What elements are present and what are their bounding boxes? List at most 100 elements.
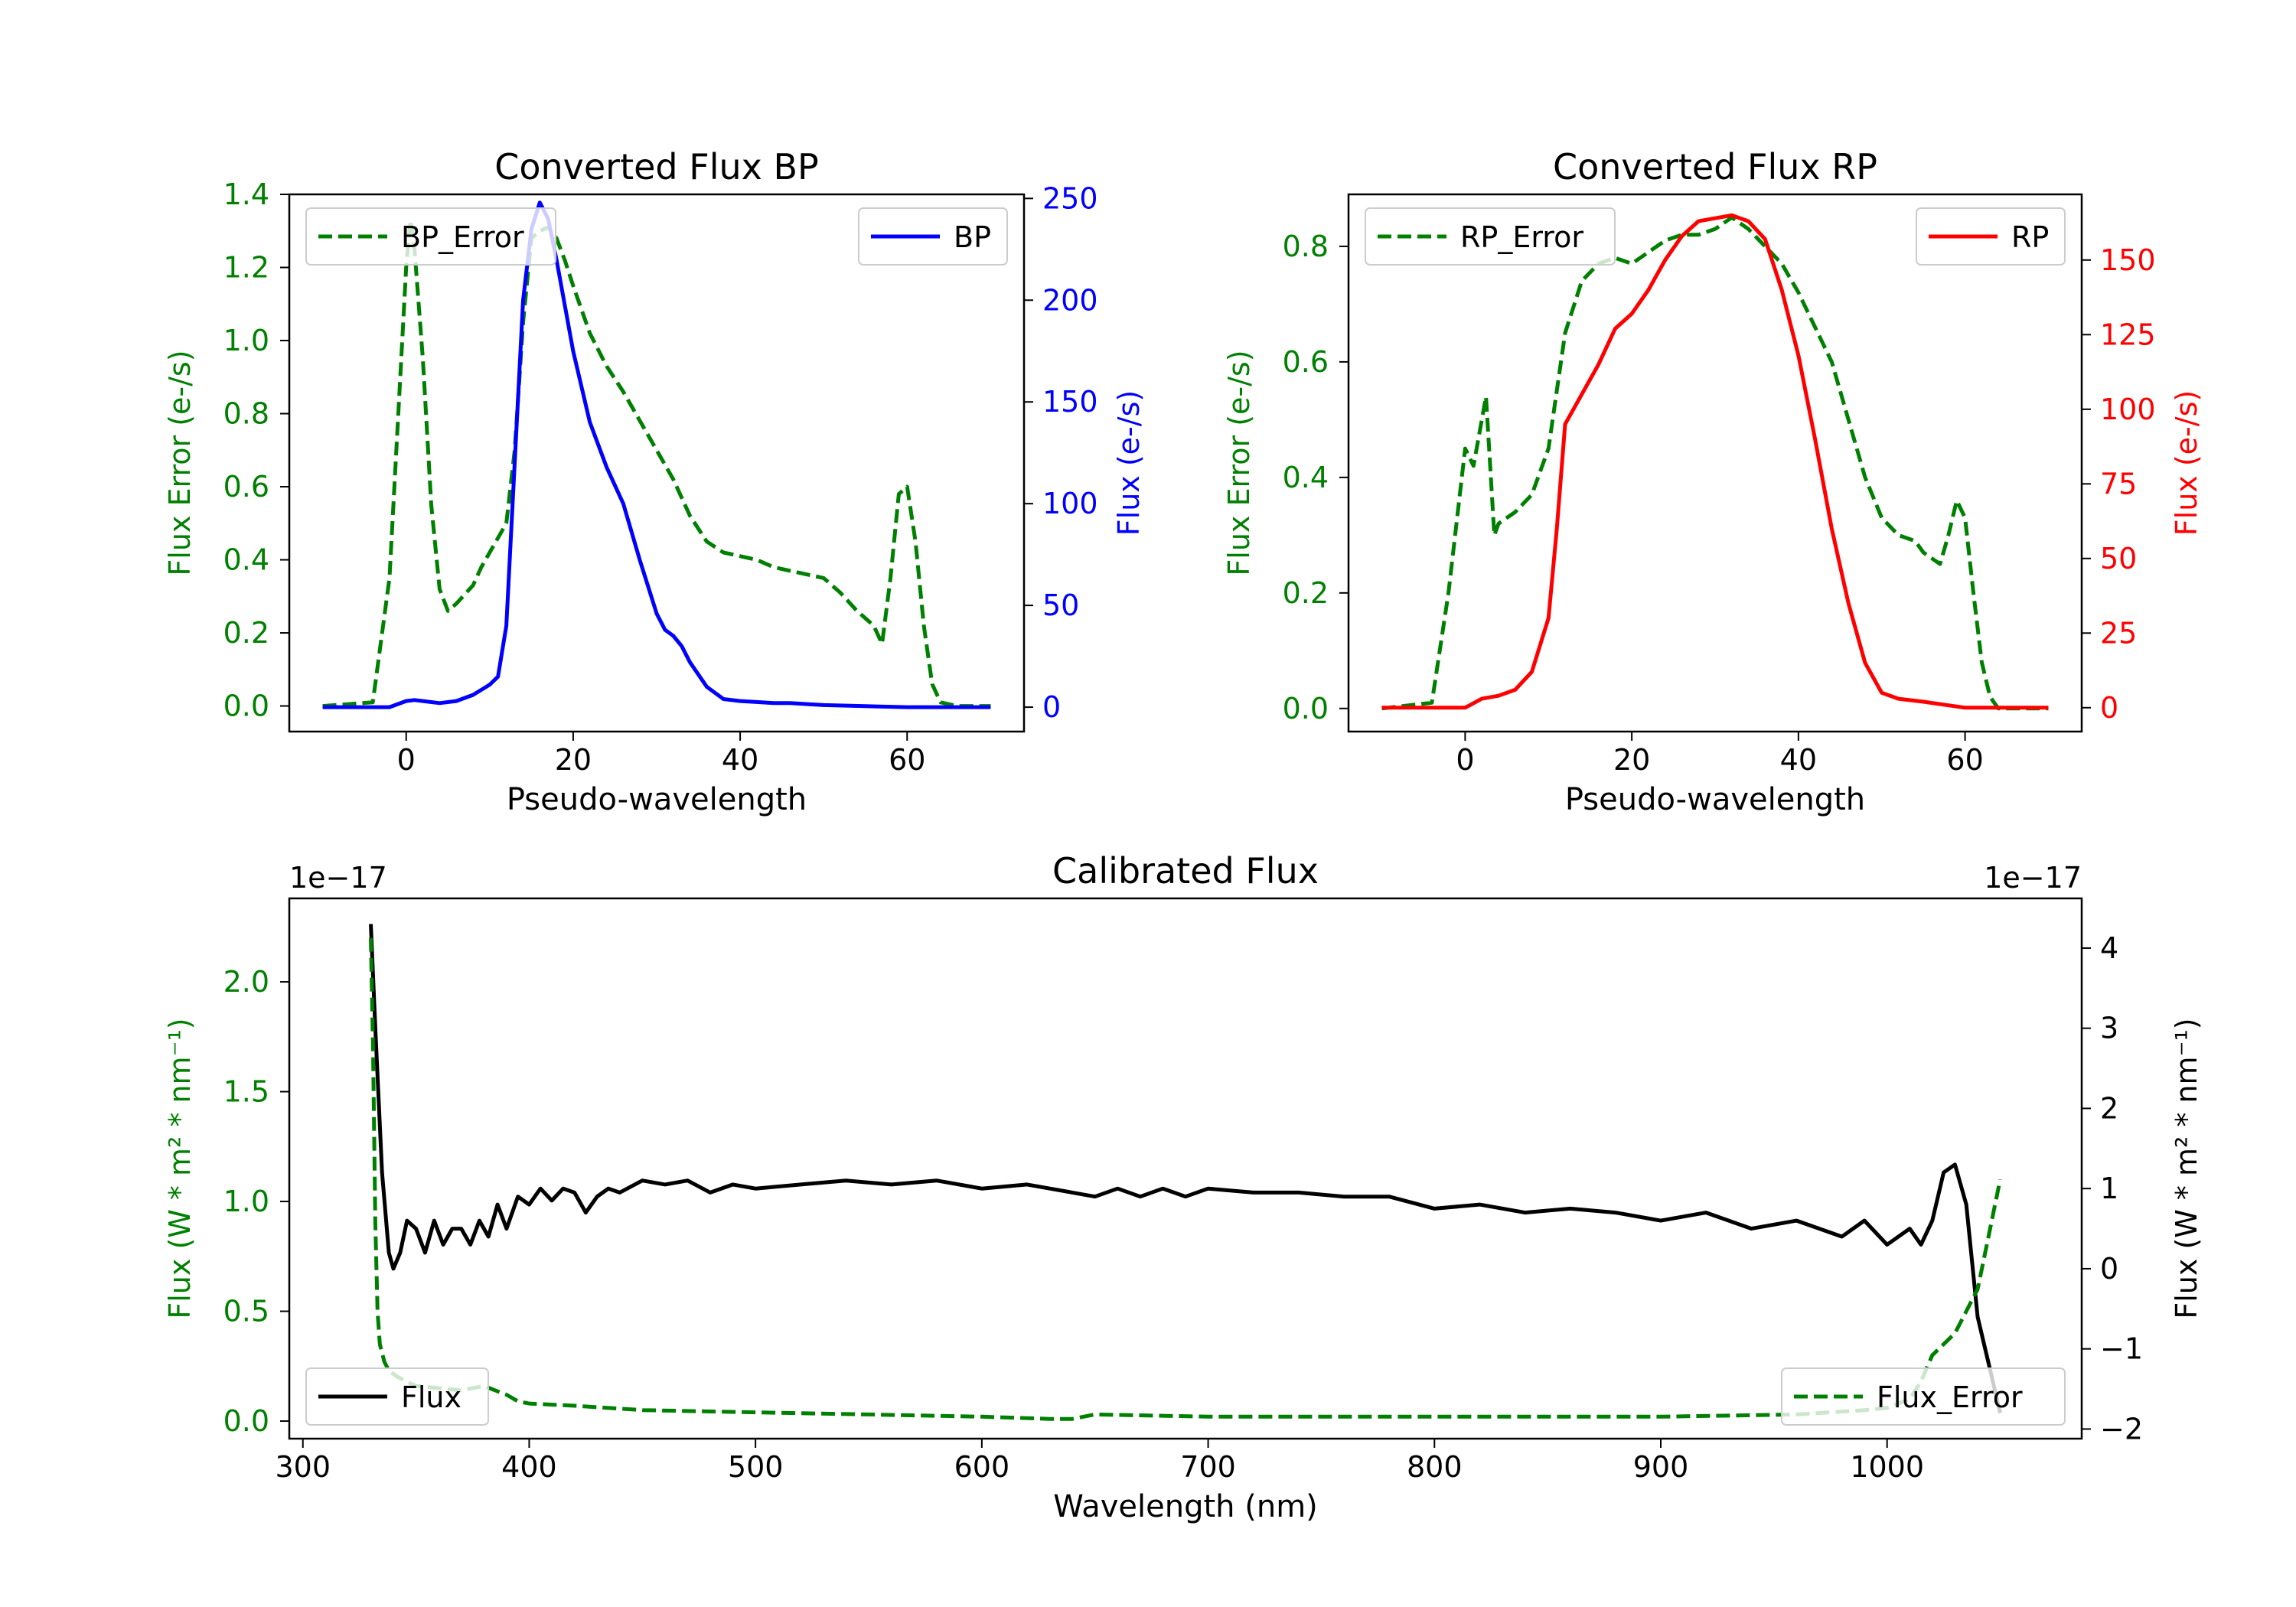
- right-tick-label: 100: [2100, 393, 2156, 426]
- plot-frame: [1347, 193, 2083, 733]
- x-tick-label: 0: [1456, 743, 1474, 777]
- x-tick-label: 40: [722, 743, 758, 777]
- series-group: [369, 924, 2002, 1421]
- right-tick-label: 4: [2100, 931, 2118, 965]
- legend-label: BP: [954, 220, 991, 254]
- right-tick-label: −2: [2100, 1412, 2143, 1446]
- right-tick-label: 150: [2100, 243, 2156, 277]
- left-tick-label: 0.6: [1283, 345, 1329, 379]
- legend-bp-error: BP_Error: [305, 207, 556, 266]
- x-tick-label: 500: [728, 1450, 784, 1484]
- legend-rp: RP: [1916, 207, 2066, 266]
- left-tick-label: 0.4: [1283, 461, 1329, 494]
- legend-box: [305, 207, 556, 266]
- legend-box: [305, 1367, 489, 1426]
- left-tick-label: 1.0: [223, 1185, 269, 1218]
- legend-label: BP_Error: [401, 220, 524, 254]
- panel-bp: 0 20 40 60 Pseudo-wavelength Converted Flux B…: [163, 146, 1146, 817]
- legend-label: RP_Error: [1460, 220, 1583, 254]
- right-tick-label: 2: [2100, 1091, 2118, 1125]
- right-tick-label: 3: [2100, 1012, 2118, 1045]
- left-offset-text: 1e−17: [289, 861, 387, 895]
- chart-title: Converted Flux RP: [1553, 146, 1877, 187]
- right-offset-text: 1e−17: [1984, 861, 2082, 895]
- right-axis-label: Flux (W * m² * nm⁻¹): [2170, 1018, 2203, 1319]
- series-group: [1381, 213, 2049, 711]
- right-tick-label: 250: [1042, 181, 1098, 215]
- right-tick-label: 200: [1042, 283, 1098, 317]
- left-tick-label: 0.5: [223, 1295, 269, 1328]
- series-line-bp: [322, 200, 991, 709]
- left-tick-label: 0.0: [223, 689, 269, 723]
- left-tick-label: 0.0: [223, 1404, 269, 1438]
- series-line-rp-error: [1381, 215, 2049, 711]
- left-tick-label: 0.4: [223, 543, 269, 577]
- chart-title: Calibrated Flux: [1052, 850, 1319, 892]
- x-axis-label: Wavelength (nm): [1053, 1489, 1318, 1524]
- x-tick-label: 800: [1407, 1450, 1463, 1484]
- legend-flux-error: Flux_Error: [1781, 1367, 2066, 1426]
- plot-frame: [288, 193, 1026, 733]
- left-tick-label: 1.4: [223, 178, 269, 211]
- right-axis-label: Flux (e-/s): [2170, 390, 2203, 536]
- legend-bp: BP: [858, 207, 1008, 266]
- x-tick-label: 40: [1780, 743, 1817, 777]
- left-tick-label: 0.2: [1283, 576, 1329, 610]
- right-tick-label: 125: [2100, 318, 2156, 351]
- right-tick-label: 0: [1042, 690, 1061, 724]
- x-tick-label: 400: [501, 1450, 557, 1484]
- x-axis-label: Pseudo-wavelength: [1565, 782, 1865, 817]
- right-tick-label: −1: [2100, 1332, 2143, 1366]
- x-tick-label: 60: [889, 743, 925, 777]
- x-axis-label: Pseudo-wavelength: [507, 782, 807, 817]
- left-tick-label: 1.5: [223, 1075, 269, 1109]
- series-line-flux: [369, 924, 2002, 1414]
- series-line-rp: [1381, 213, 2049, 710]
- right-tick-label: 1: [2100, 1172, 2118, 1205]
- right-tick-label: 0: [2100, 1252, 2118, 1286]
- right-axis-label: Flux (e-/s): [1112, 390, 1146, 536]
- x-tick-label: 1000: [1850, 1450, 1924, 1484]
- left-tick-label: 0.0: [1283, 692, 1329, 725]
- right-tick-label: 50: [1042, 588, 1079, 622]
- left-axis-label: Flux (W * m² * nm⁻¹): [163, 1018, 197, 1319]
- x-tick-label: 300: [275, 1450, 331, 1484]
- right-tick-label: 25: [2100, 616, 2137, 650]
- left-axis-label: Flux Error (e-/s): [1222, 350, 1256, 575]
- x-tick-label: 20: [555, 743, 592, 777]
- legend-box: [1365, 207, 1616, 266]
- legend-flux: Flux: [305, 1367, 489, 1426]
- chart-title: Converted Flux BP: [494, 146, 819, 187]
- series-group: [322, 200, 991, 709]
- series-line-flux-error: [369, 937, 2002, 1421]
- x-tick-label: 900: [1633, 1450, 1689, 1484]
- left-tick-label: 2.0: [223, 965, 269, 999]
- left-tick-label: 0.2: [223, 616, 269, 650]
- legend-label: Flux_Error: [1877, 1380, 2023, 1414]
- x-tick-label: 600: [954, 1450, 1010, 1484]
- left-tick-label: 1.0: [223, 324, 269, 357]
- left-tick-label: 1.2: [223, 251, 269, 285]
- x-tick-label: 0: [397, 743, 416, 777]
- legend-rp-error: RP_Error: [1365, 207, 1616, 266]
- series-line-bp-error: [322, 217, 991, 709]
- legend-label: Flux: [401, 1380, 461, 1414]
- panel-calibrated: 300 400 500 600 700 800 900 1000 Wavelength (nm)…: [163, 850, 2203, 1524]
- right-tick-label: 150: [1042, 385, 1098, 419]
- right-tick-label: 75: [2100, 467, 2137, 500]
- left-tick-label: 0.8: [223, 397, 269, 431]
- x-tick-label: 20: [1613, 743, 1650, 777]
- x-tick-label: 60: [1946, 743, 1983, 777]
- left-tick-label: 0.8: [1283, 230, 1329, 263]
- right-tick-label: 0: [2100, 691, 2118, 725]
- legend-label: RP: [2011, 220, 2049, 254]
- left-tick-label: 0.6: [223, 470, 269, 504]
- legend-box: [1781, 1367, 2066, 1426]
- panel-rp: 0 20 40 60 Pseudo-wavelength Converted Flux R…: [1222, 146, 2203, 817]
- x-tick-label: 700: [1180, 1450, 1236, 1484]
- left-axis-label: Flux Error (e-/s): [163, 350, 197, 575]
- right-tick-label: 50: [2100, 542, 2137, 575]
- plot-frame: [288, 897, 2083, 1440]
- right-tick-label: 100: [1042, 487, 1098, 520]
